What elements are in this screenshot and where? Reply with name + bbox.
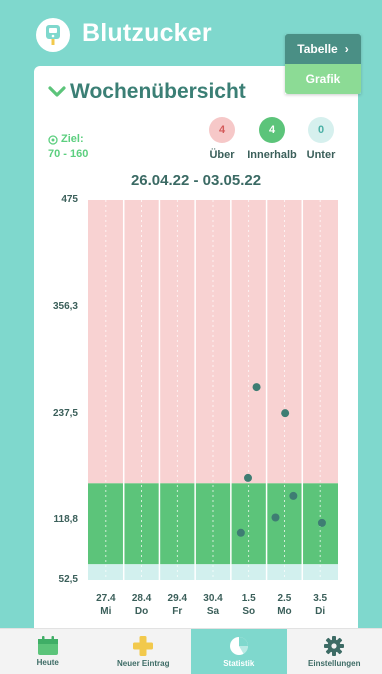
x-tick-date: 28.4 [125, 592, 159, 605]
y-tick-label: 475 [40, 194, 78, 205]
table-view-label: Tabelle [297, 42, 337, 56]
calendar-icon [37, 636, 59, 656]
y-tick-label: 118,8 [40, 514, 78, 525]
x-tick-date: 2.5 [267, 592, 301, 605]
gear-icon [323, 635, 345, 657]
data-point[interactable] [253, 383, 261, 391]
tab-label: Einstellungen [308, 659, 360, 668]
y-tick-label: 237,5 [40, 408, 78, 419]
pie-chart-icon [228, 635, 250, 657]
x-tick-date: 3.5 [303, 592, 337, 605]
data-point[interactable] [318, 519, 326, 527]
x-tick-day: Mi [89, 605, 123, 618]
tab-label: Statistik [223, 659, 254, 668]
tab-label: Heute [37, 658, 59, 667]
y-tick-label: 356,3 [40, 301, 78, 312]
tab-heute[interactable]: Heute [0, 629, 96, 674]
data-point[interactable] [289, 492, 297, 500]
chart-view-button[interactable]: Grafik [285, 64, 361, 94]
x-tick-date: 30.4 [196, 592, 230, 605]
data-point[interactable] [244, 474, 252, 482]
y-tick-label: 52,5 [40, 574, 78, 585]
x-tick-day: Fr [160, 605, 194, 618]
tab-statistik[interactable]: Statistik [191, 629, 287, 674]
x-tick-date: 1.5 [232, 592, 266, 605]
x-tick-day: Mo [267, 605, 301, 618]
view-switch: Tabelle › Grafik [285, 34, 361, 94]
data-point[interactable] [281, 409, 289, 417]
x-tick-date: 29.4 [160, 592, 194, 605]
x-tick-date: 27.4 [89, 592, 123, 605]
x-tick-day: Do [125, 605, 159, 618]
x-tick-day: Sa [196, 605, 230, 618]
tab-einstellungen[interactable]: Einstellungen [287, 629, 382, 674]
bottom-tab-bar: Heute Neuer Eintrag Statistik [0, 628, 382, 674]
tab-neuer-eintrag[interactable]: Neuer Eintrag [96, 629, 192, 674]
chevron-right-icon: › [345, 42, 349, 56]
data-point[interactable] [272, 513, 280, 521]
data-point[interactable] [237, 529, 245, 537]
x-tick-day: So [232, 605, 266, 618]
tab-label: Neuer Eintrag [117, 659, 169, 668]
plus-icon [132, 635, 154, 657]
table-view-button[interactable]: Tabelle › [285, 34, 361, 64]
x-tick-day: Di [303, 605, 337, 618]
